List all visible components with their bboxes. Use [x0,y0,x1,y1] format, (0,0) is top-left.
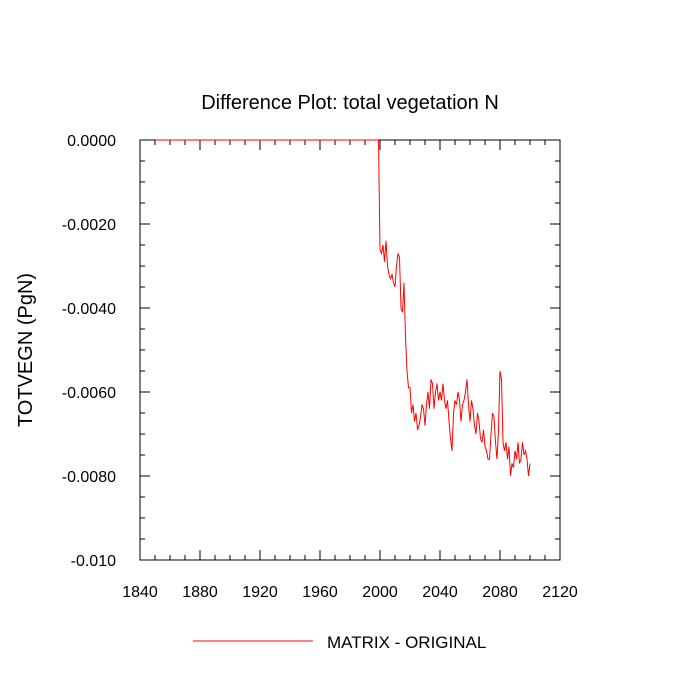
x-tick-label: 2080 [482,584,518,601]
y-tick-label: -0.0060 [62,385,116,402]
x-tick-label: 1920 [242,584,278,601]
y-tick-label: -0.010 [71,553,116,570]
y-tick-label: -0.0020 [62,217,116,234]
y-axis-label: TOTVEGN (PgN) [15,273,37,427]
x-axis: 1840 1880 1920 1960 2000 2040 2080 2120 [122,140,578,601]
x-tick-label: 2000 [362,584,398,601]
x-tick-label: 1840 [122,584,158,601]
chart-title: Difference Plot: total vegetation N [201,92,499,114]
axis-frame [139,139,561,561]
x-tick-label: 1880 [182,584,218,601]
legend: MATRIX - ORIGINAL [193,633,486,652]
y-axis: 0.0000 -0.0020 -0.0040 -0.0060 -0.0080 -0.010 [62,133,560,570]
series-line-matrix-original [155,139,531,477]
x-tick-label: 2040 [422,584,458,601]
legend-label: MATRIX - ORIGINAL [327,633,486,652]
x-tick-label: 2120 [542,584,578,601]
y-tick-label: -0.0080 [62,469,116,486]
y-tick-label: 0.0000 [67,133,116,150]
y-tick-label: -0.0040 [62,301,116,318]
x-tick-label: 1960 [302,584,338,601]
plot-area: 1840 1880 1920 1960 2000 2040 2080 2120 0.0000 -… [62,133,578,601]
